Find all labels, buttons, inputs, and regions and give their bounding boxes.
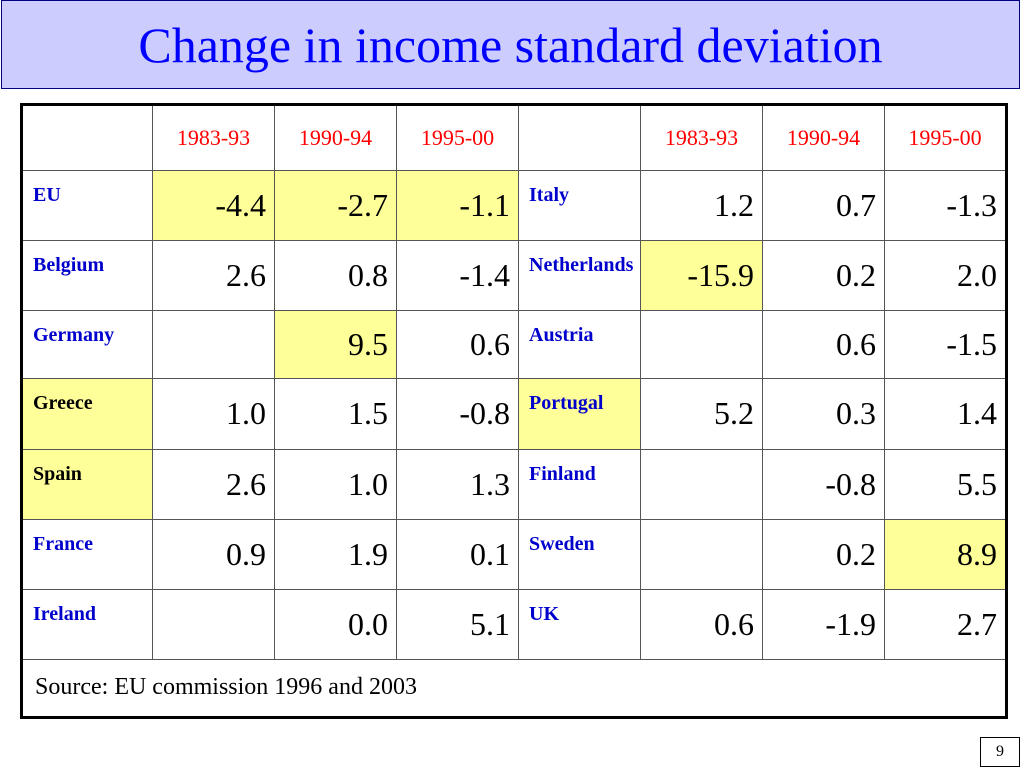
value-cell: 1.2 [640,170,763,242]
value-cell: 2.6 [152,448,275,520]
value-cell: 0.2 [762,518,885,590]
value-cell: -1.5 [884,310,1007,380]
value-cell: 1.5 [274,378,397,450]
value-cell: -15.9 [640,240,763,312]
country-name: UK [518,588,641,660]
country-name: EU [21,170,153,242]
country-name: Sweden [518,518,641,590]
header-cell: 1990-94 [274,103,397,172]
table-header-row: 1983-93 1990-94 1995-00 1983-93 1990-94 … [21,103,1007,172]
table-row: Germany 9.5 0.6 Austria 0.6 -1.5 [21,310,1007,380]
value-cell: 1.0 [274,448,397,520]
table-row: Spain 2.6 1.0 1.3 Finland -0.8 5.5 [21,448,1007,520]
value-cell: 0.1 [396,518,519,590]
value-cell: -0.8 [762,448,885,520]
page-number: 9 [980,737,1020,767]
value-cell: 0.8 [274,240,397,312]
country-name: Portugal [518,378,641,450]
page-title: Change in income standard deviation [138,16,883,73]
value-cell: -1.4 [396,240,519,312]
country-name: Spain [21,448,153,520]
value-cell: 0.2 [762,240,885,312]
value-cell [152,310,275,380]
country-name: Austria [518,310,641,380]
header-cell: 1995-00 [396,103,519,172]
country-name: Greece [21,378,153,450]
value-cell: -0.8 [396,378,519,450]
table-row: Ireland 0.0 5.1 UK 0.6 -1.9 2.7 [21,588,1007,660]
header-cell: 1983-93 [640,103,763,172]
value-cell: 0.7 [762,170,885,242]
value-cell: 0.6 [396,310,519,380]
header-cell: 1983-93 [152,103,275,172]
table-row: France 0.9 1.9 0.1 Sweden 0.2 8.9 [21,518,1007,590]
country-name: Ireland [21,588,153,660]
country-name: Finland [518,448,641,520]
value-cell: 2.0 [884,240,1007,312]
header-blank-left [21,103,153,172]
value-cell: 9.5 [274,310,397,380]
value-cell: 8.9 [884,518,1007,590]
country-name: Germany [21,310,153,380]
value-cell: 5.1 [396,588,519,660]
value-cell: 1.4 [884,378,1007,450]
table-row: Greece 1.0 1.5 -0.8 Portugal 5.2 0.3 1.4 [21,378,1007,450]
value-cell: 0.6 [762,310,885,380]
value-cell: 2.7 [884,588,1007,660]
value-cell: 5.2 [640,378,763,450]
value-cell: -1.3 [884,170,1007,242]
value-cell: -1.1 [396,170,519,242]
value-cell: 0.9 [152,518,275,590]
value-cell: 1.3 [396,448,519,520]
value-cell [640,448,763,520]
table-row: EU -4.4 -2.7 -1.1 Italy 1.2 0.7 -1.3 [21,170,1007,242]
income-sd-table: 1983-93 1990-94 1995-00 1983-93 1990-94 … [20,103,1008,719]
header-cell: 1995-00 [884,103,1007,172]
header-cell: 1990-94 [762,103,885,172]
value-cell: 0.6 [640,588,763,660]
value-cell: 0.3 [762,378,885,450]
table-row: Belgium 2.6 0.8 -1.4 Netherlands -15.9 0… [21,240,1007,312]
value-cell: 2.6 [152,240,275,312]
country-name: Italy [518,170,641,242]
value-cell: -2.7 [274,170,397,242]
value-cell: -4.4 [152,170,275,242]
value-cell [640,310,763,380]
source-note: Source: EU commission 1996 and 2003 [21,658,1007,719]
value-cell [640,518,763,590]
header-blank-right [518,103,641,172]
country-name: Belgium [21,240,153,312]
title-banner: Change in income standard deviation [1,0,1020,89]
value-cell: 0.0 [274,588,397,660]
country-name: France [21,518,153,590]
value-cell: 1.0 [152,378,275,450]
country-name: Netherlands [518,240,641,312]
value-cell: 1.9 [274,518,397,590]
value-cell: -1.9 [762,588,885,660]
value-cell [152,588,275,660]
value-cell: 5.5 [884,448,1007,520]
source-row: Source: EU commission 1996 and 2003 [21,658,1007,719]
